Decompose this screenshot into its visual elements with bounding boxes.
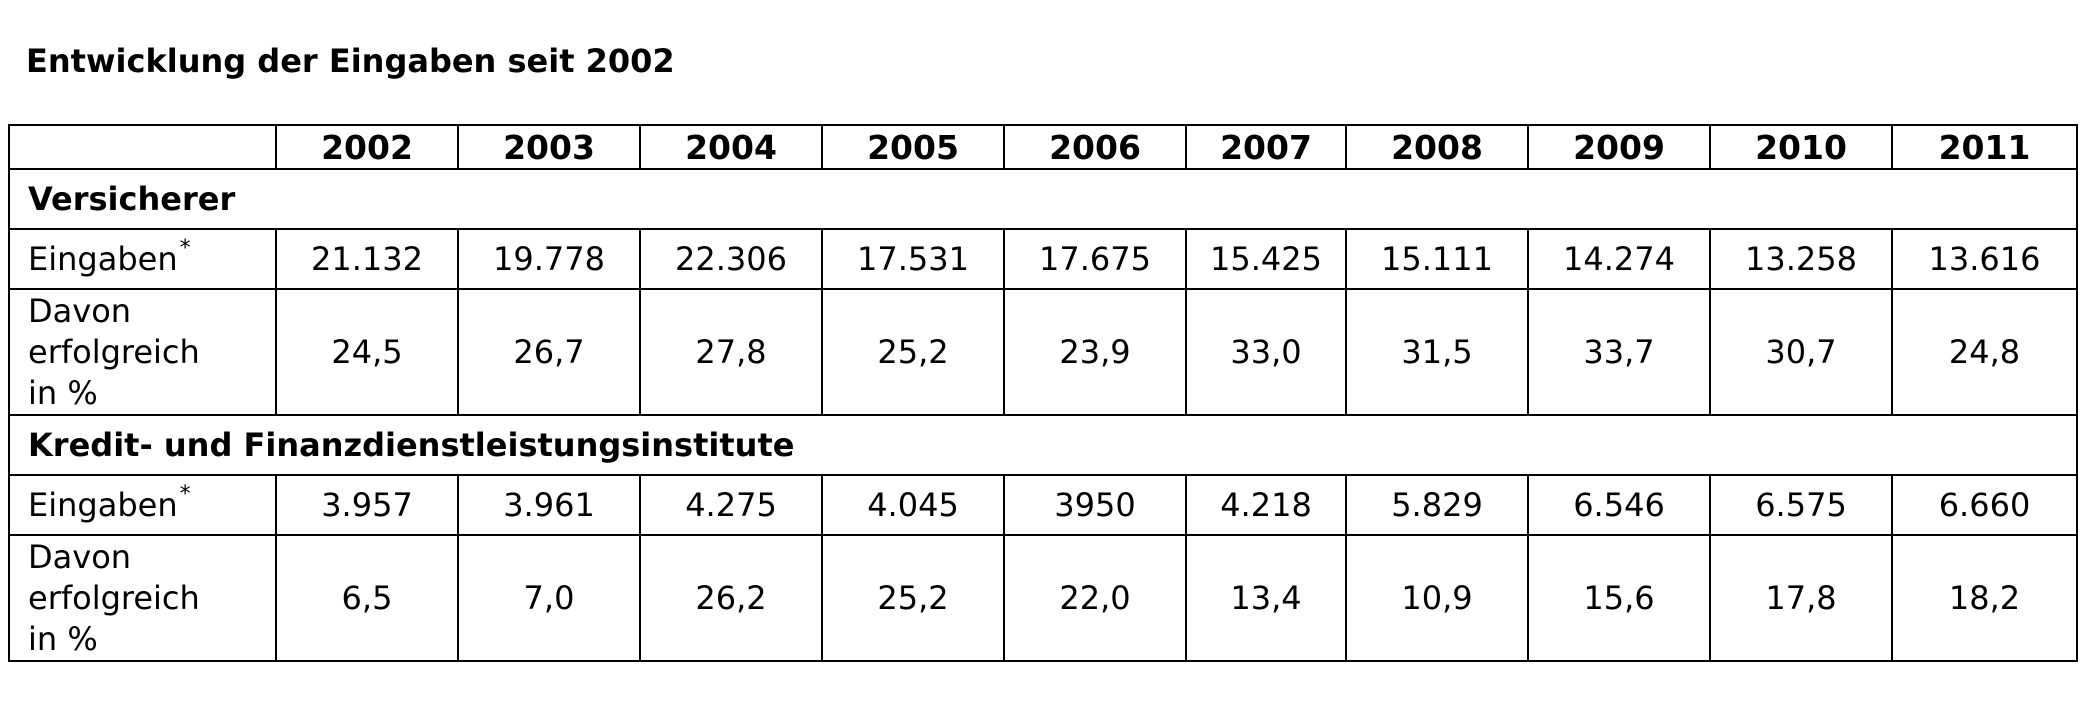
erfolgreich-cell: 24,8	[1891, 288, 2078, 416]
section-heading: Versicherer	[8, 168, 2078, 230]
erfolgreich-cell: 10,9	[1345, 534, 1529, 662]
section-row: Versicherer	[8, 168, 2078, 230]
year-header: 2005	[821, 124, 1005, 170]
eingaben-cell: 17.675	[1003, 228, 1187, 290]
year-header: 2008	[1345, 124, 1529, 170]
corner-cell	[8, 124, 277, 170]
eingaben-row: Eingaben* 21.132 19.778 22.306 17.531 17.675 1…	[8, 228, 2078, 290]
year-header: 2010	[1709, 124, 1893, 170]
erfolgreich-row: Davon erfolgreich in % 24,5 26,7 27,8 25,2 23,9…	[8, 288, 2078, 416]
erfolgreich-cell: 30,7	[1709, 288, 1893, 416]
eingaben-label: Eingaben*	[8, 228, 277, 290]
eingaben-label-text: Eingaben	[28, 486, 178, 524]
eingaben-cell: 21.132	[275, 228, 459, 290]
footnote-marker: *	[179, 236, 191, 261]
erfolgreich-cell: 18,2	[1891, 534, 2078, 662]
eingaben-cell: 4.218	[1185, 474, 1347, 536]
erfolgreich-cell: 25,2	[821, 288, 1005, 416]
eingaben-cell: 4.045	[821, 474, 1005, 536]
eingaben-row: Eingaben* 3.957 3.961 4.275 4.045 3950 4.218 5.…	[8, 474, 2078, 536]
erfolgreich-cell: 17,8	[1709, 534, 1893, 662]
erfolgreich-cell: 6,5	[275, 534, 459, 662]
eingaben-table: 2002 2003 2004 2005 2006 2007 2008 2009 2010 2011…	[8, 124, 2078, 662]
eingaben-cell: 5.829	[1345, 474, 1529, 536]
erfolgreich-cell: 23,9	[1003, 288, 1187, 416]
erfolgreich-label: Davon erfolgreich in %	[8, 288, 277, 416]
erfolgreich-cell: 24,5	[275, 288, 459, 416]
erfolgreich-label-line: Davon	[28, 537, 132, 576]
erfolgreich-row: Davon erfolgreich in % 6,5 7,0 26,2 25,2 22,0 13…	[8, 534, 2078, 662]
page-title: Entwicklung der Eingaben seit 2002	[26, 42, 675, 80]
eingaben-cell: 6.575	[1709, 474, 1893, 536]
footnote-marker: *	[179, 482, 191, 507]
section-row: Kredit- und Finanzdienstleistungsinstitu…	[8, 414, 2078, 476]
year-header-row: 2002 2003 2004 2005 2006 2007 2008 2009 2010 2011	[8, 124, 2078, 170]
year-header: 2011	[1891, 124, 2078, 170]
year-header: 2002	[275, 124, 459, 170]
erfolgreich-label: Davon erfolgreich in %	[8, 534, 277, 662]
eingaben-cell: 17.531	[821, 228, 1005, 290]
eingaben-cell: 4.275	[639, 474, 823, 536]
table-body: 2002 2003 2004 2005 2006 2007 2008 2009 2010 2011…	[8, 124, 2078, 662]
erfolgreich-cell: 15,6	[1527, 534, 1711, 662]
year-header: 2009	[1527, 124, 1711, 170]
erfolgreich-cell: 26,7	[457, 288, 641, 416]
erfolgreich-label-line: in %	[28, 373, 98, 412]
erfolgreich-label-line: Davon	[28, 291, 132, 330]
eingaben-cell: 14.274	[1527, 228, 1711, 290]
erfolgreich-label-line: erfolgreich	[28, 578, 200, 617]
eingaben-cell: 19.778	[457, 228, 641, 290]
eingaben-cell: 6.660	[1891, 474, 2078, 536]
eingaben-cell: 3.961	[457, 474, 641, 536]
eingaben-cell: 15.425	[1185, 228, 1347, 290]
eingaben-cell: 6.546	[1527, 474, 1711, 536]
year-header: 2006	[1003, 124, 1187, 170]
eingaben-cell: 22.306	[639, 228, 823, 290]
erfolgreich-cell: 7,0	[457, 534, 641, 662]
eingaben-cell: 3950	[1003, 474, 1187, 536]
erfolgreich-label-line: in %	[28, 619, 98, 658]
erfolgreich-cell: 25,2	[821, 534, 1005, 662]
year-header: 2007	[1185, 124, 1347, 170]
erfolgreich-cell: 13,4	[1185, 534, 1347, 662]
section-heading: Kredit- und Finanzdienstleistungsinstitu…	[8, 414, 2078, 476]
erfolgreich-cell: 22,0	[1003, 534, 1187, 662]
erfolgreich-cell: 27,8	[639, 288, 823, 416]
erfolgreich-cell: 31,5	[1345, 288, 1529, 416]
erfolgreich-cell: 33,7	[1527, 288, 1711, 416]
year-header: 2004	[639, 124, 823, 170]
eingaben-cell: 3.957	[275, 474, 459, 536]
eingaben-cell: 13.616	[1891, 228, 2078, 290]
erfolgreich-cell: 33,0	[1185, 288, 1347, 416]
erfolgreich-label-line: erfolgreich	[28, 332, 200, 371]
year-header: 2003	[457, 124, 641, 170]
eingaben-cell: 15.111	[1345, 228, 1529, 290]
erfolgreich-cell: 26,2	[639, 534, 823, 662]
eingaben-label: Eingaben*	[8, 474, 277, 536]
eingaben-label-text: Eingaben	[28, 240, 178, 278]
eingaben-cell: 13.258	[1709, 228, 1893, 290]
